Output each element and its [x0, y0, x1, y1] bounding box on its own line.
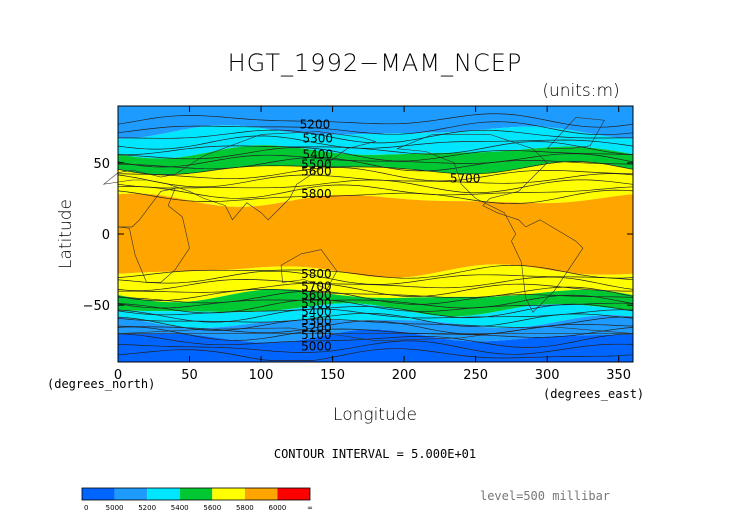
contour-line — [117, 326, 634, 341]
contour-line — [117, 308, 634, 323]
coastline — [117, 326, 634, 342]
contour-line — [117, 333, 634, 348]
contour-line — [117, 141, 634, 156]
contour-label: 5800 — [301, 187, 332, 201]
x-tick-label: 50 — [181, 368, 198, 383]
contour-band — [118, 193, 633, 278]
colorbar-swatch — [277, 488, 310, 500]
contour-line — [117, 184, 634, 199]
contour-line — [117, 282, 633, 297]
colorbar-swatch — [114, 488, 148, 500]
contour-line — [117, 157, 634, 172]
colorbar-swatch — [179, 488, 213, 500]
filled-contour-bands — [118, 106, 633, 362]
contour-label: 5300 — [303, 132, 334, 146]
contour-labels: 5200530054005500560057005800580057005600… — [300, 117, 481, 353]
colorbar-swatch — [212, 488, 245, 500]
contour-lines — [117, 113, 634, 361]
contour-line — [117, 320, 634, 335]
contour-label: 5200 — [300, 117, 331, 131]
colorbar-label: 5800 — [236, 504, 254, 512]
y-tick-label: −50 — [83, 299, 110, 314]
x-tick-label: 350 — [606, 368, 631, 383]
contour-label: 5500 — [301, 157, 332, 171]
colorbar-label: 5200 — [138, 504, 156, 512]
y-axis-label: Latitude — [56, 199, 76, 269]
contour-line — [117, 135, 634, 150]
contour-line — [117, 121, 634, 136]
contour-band — [118, 145, 633, 175]
coastline — [396, 134, 584, 313]
contour-band — [118, 264, 633, 303]
y-units-label: (degrees_north) — [47, 377, 155, 391]
contour-label: 5700 — [301, 280, 332, 294]
contour-line — [117, 286, 634, 301]
colorbar-label: 6000 — [269, 504, 287, 512]
contour-label: 5500 — [301, 297, 332, 311]
contour-label: 5400 — [301, 305, 332, 319]
units-label: (units:m) — [542, 81, 619, 101]
contour-line — [117, 312, 634, 327]
contour-label: 5200 — [301, 321, 332, 335]
colorbar-swatch — [147, 488, 180, 500]
contour-line — [117, 294, 634, 309]
colorbar-label: 0 — [84, 504, 88, 512]
x-units-label: (degrees_east) — [543, 387, 644, 401]
coastline — [117, 188, 190, 283]
colorbar-label: 5400 — [171, 504, 189, 512]
contour-line — [117, 129, 634, 144]
contour-line — [117, 264, 634, 279]
contour-line — [117, 270, 634, 285]
colorbar-frame — [81, 487, 311, 501]
contour-line — [117, 189, 634, 204]
contour-band — [118, 161, 633, 207]
contour-line — [117, 290, 634, 305]
contour-line — [117, 167, 634, 182]
contour-line — [117, 113, 634, 128]
y-axis: −50 0 50 — [83, 157, 633, 314]
plot-area: 5200530054005500560057005800580057005600… — [102, 105, 634, 363]
contour-label: 5400 — [303, 147, 334, 161]
colorbar-swatch — [82, 488, 115, 500]
x-tick-label: 250 — [463, 368, 488, 383]
contour-label: 5100 — [301, 328, 332, 342]
contour-label: 5600 — [301, 164, 332, 178]
contour-line — [117, 276, 634, 291]
y-tick-label: 50 — [93, 157, 110, 172]
x-tick-label: 150 — [320, 368, 345, 383]
contour-line — [117, 179, 634, 194]
contour-interval-text: CONTOUR INTERVAL = 5.000E+01 — [274, 447, 476, 461]
contour-label: 5800 — [301, 267, 332, 281]
x-axis-label: Longitude — [333, 405, 417, 425]
x-tick-label: 0 — [114, 368, 122, 383]
contour-line — [117, 303, 634, 318]
contour-line — [117, 299, 634, 314]
y-tick-label: 0 — [102, 228, 110, 243]
chart-title: HGT_1992−MAM_NCEP — [228, 49, 523, 77]
x-tick-label: 100 — [249, 368, 274, 383]
colorbar-label: 5600 — [203, 504, 221, 512]
colorbar: 0 5000 5200 5400 5600 5800 6000 ∞ — [81, 487, 313, 512]
colorbar-label: ∞ — [307, 504, 313, 512]
x-tick-label: 200 — [392, 368, 417, 383]
colorbar-swatch — [244, 488, 278, 500]
contour-label: 5600 — [301, 288, 332, 302]
contour-line — [117, 147, 634, 162]
contour-line — [117, 153, 634, 168]
level-text: level=500 millibar — [480, 489, 610, 503]
contour-label: 5300 — [301, 314, 332, 328]
x-axis: 0 50 100 150 200 250 300 350 — [114, 106, 631, 383]
contour-line — [117, 161, 634, 175]
contour-label: 5000 — [301, 339, 332, 353]
colorbar-label: 5000 — [106, 504, 124, 512]
contour-label: 5700 — [450, 172, 481, 186]
contour-line — [117, 340, 634, 355]
x-tick-label: 300 — [535, 368, 560, 383]
coastline — [546, 117, 605, 149]
